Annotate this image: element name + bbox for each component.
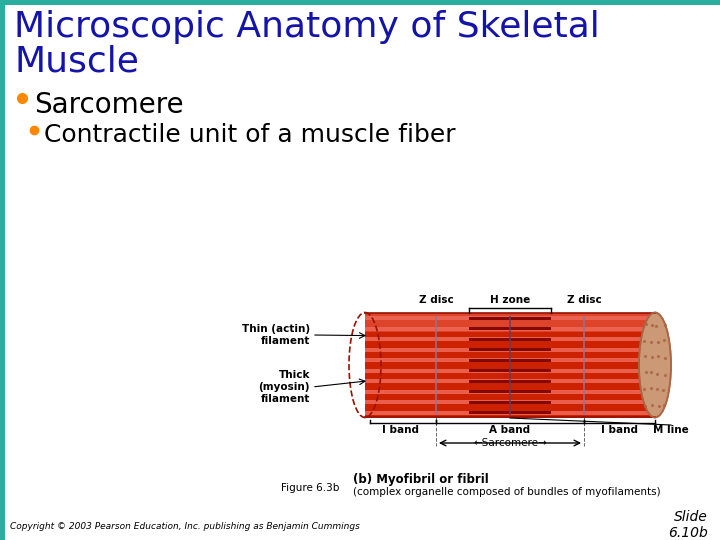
Text: A band: A band: [490, 425, 531, 435]
Text: (complex organelle composed of bundles of myofilaments): (complex organelle composed of bundles o…: [353, 487, 661, 497]
Bar: [365, 358, 655, 362]
Text: I band: I band: [382, 425, 419, 435]
Text: ←Sarcomere→: ←Sarcomere→: [473, 438, 547, 448]
Bar: [469, 359, 551, 362]
Bar: [469, 316, 551, 320]
Bar: [509, 316, 511, 415]
Bar: [469, 380, 551, 383]
Bar: [435, 316, 437, 415]
Text: Muscle: Muscle: [14, 44, 139, 78]
Text: Z disc: Z disc: [418, 295, 454, 305]
Bar: [469, 411, 551, 414]
Bar: [365, 400, 655, 404]
Bar: [365, 348, 655, 352]
Text: M line: M line: [653, 425, 689, 435]
Bar: [469, 369, 551, 373]
Ellipse shape: [639, 313, 671, 417]
Text: I band: I band: [601, 425, 638, 435]
Bar: [365, 379, 655, 383]
Bar: [365, 338, 655, 341]
Text: (b) Myofibril or fibril: (b) Myofibril or fibril: [353, 473, 489, 486]
Bar: [365, 411, 655, 415]
Text: Contractile unit of a muscle fiber: Contractile unit of a muscle fiber: [44, 123, 456, 147]
Bar: [0, 0, 5, 540]
Text: Sarcomere: Sarcomere: [34, 91, 184, 119]
Text: Slide
6.10b: Slide 6.10b: [668, 510, 708, 540]
Text: Thick
(myosin)
filament: Thick (myosin) filament: [258, 370, 310, 403]
Bar: [469, 338, 551, 341]
Text: H zone: H zone: [490, 295, 530, 305]
Text: Z disc: Z disc: [567, 295, 601, 305]
Bar: [365, 369, 655, 373]
Bar: [469, 348, 551, 352]
Bar: [469, 390, 551, 393]
Bar: [582, 316, 585, 415]
Bar: [0, 0, 720, 5]
Bar: [469, 401, 551, 404]
Bar: [469, 327, 551, 330]
Text: Copyright © 2003 Pearson Education, Inc. publishing as Benjamin Cummings: Copyright © 2003 Pearson Education, Inc.…: [10, 522, 360, 531]
Bar: [365, 313, 655, 418]
Text: Microscopic Anatomy of Skeletal: Microscopic Anatomy of Skeletal: [14, 10, 600, 44]
Text: Thin (actin)
filament: Thin (actin) filament: [242, 324, 310, 346]
Bar: [365, 327, 655, 330]
Bar: [365, 313, 655, 332]
Text: Figure 6.3b: Figure 6.3b: [281, 483, 339, 493]
Bar: [365, 316, 655, 320]
Bar: [365, 390, 655, 394]
